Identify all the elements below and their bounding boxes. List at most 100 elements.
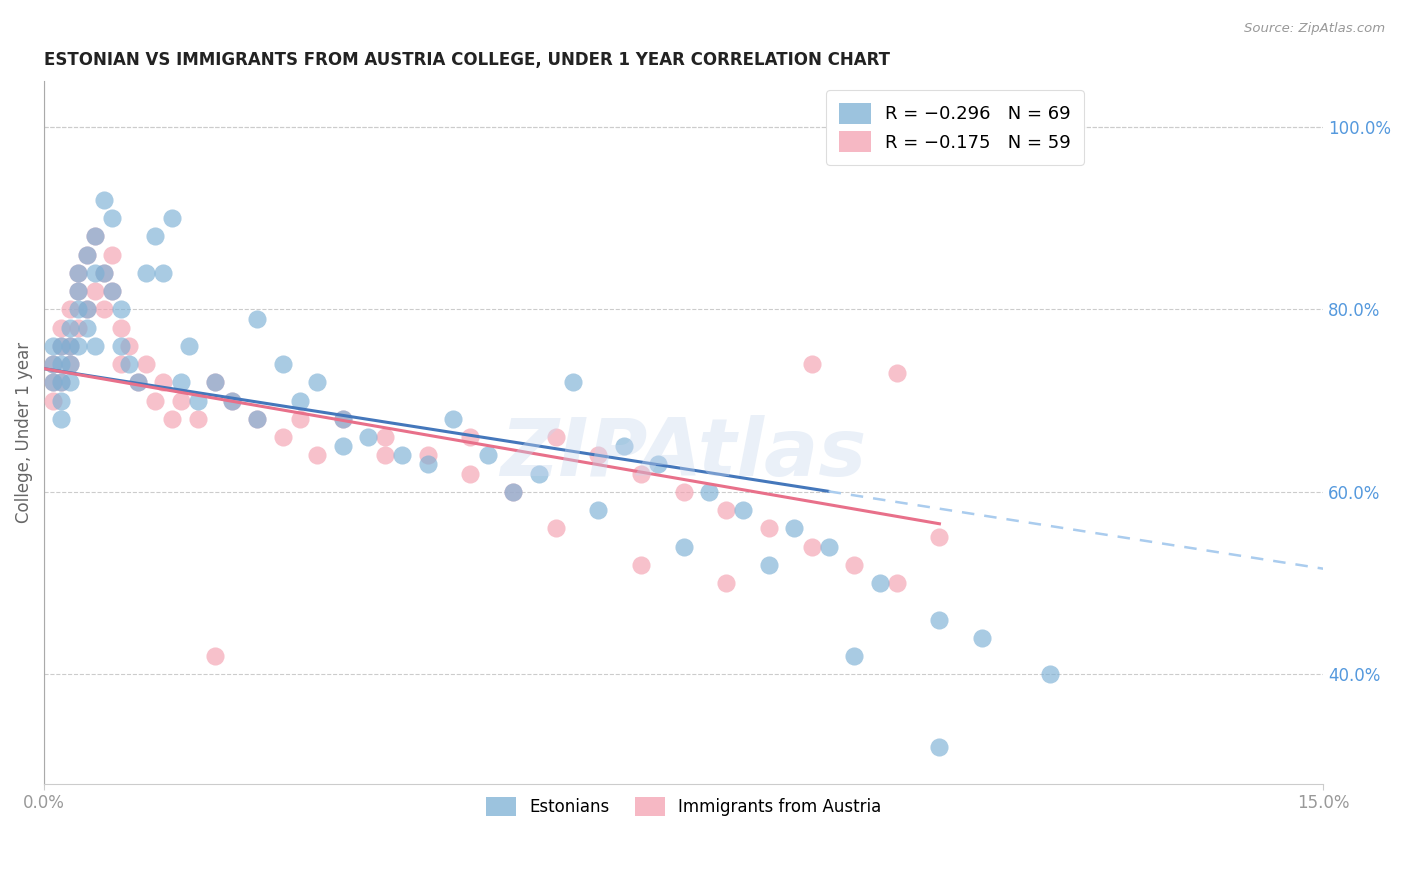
Point (152, 266, 174, 280)
Point (76, 247, 98, 261)
Point (84, 339, 107, 353)
Point (928, 531, 950, 545)
Point (51, 320, 73, 334)
Point (187, 412, 209, 426)
Point (502, 484, 524, 499)
Point (502, 484, 524, 499)
Point (41, 357, 63, 371)
Point (160, 211, 183, 226)
Point (477, 448, 499, 462)
Point (93, 302, 115, 317)
Point (67, 320, 90, 334)
Point (416, 448, 439, 462)
Point (51, 339, 73, 353)
Point (67, 284, 90, 298)
Point (59, 339, 82, 353)
Point (246, 412, 269, 426)
Point (59, 302, 82, 317)
Point (332, 412, 354, 426)
Point (305, 448, 328, 462)
Text: ESTONIAN VS IMMIGRANTS FROM AUSTRIA COLLEGE, UNDER 1 YEAR CORRELATION CHART: ESTONIAN VS IMMIGRANTS FROM AUSTRIA COLL… (44, 51, 890, 69)
Point (160, 412, 183, 426)
Point (613, 439, 636, 453)
Point (716, 503, 738, 517)
Point (716, 576, 738, 591)
Point (135, 357, 157, 371)
Point (101, 211, 124, 226)
Point (733, 503, 755, 517)
Point (288, 412, 311, 426)
Point (697, 484, 720, 499)
Point (67, 284, 90, 298)
Point (67, 302, 90, 317)
Point (59, 357, 82, 371)
Point (886, 576, 908, 591)
Point (51, 376, 73, 390)
Point (844, 648, 866, 663)
Point (271, 430, 294, 444)
Point (288, 393, 311, 408)
Point (305, 376, 328, 390)
Point (1039, 667, 1062, 681)
Point (101, 284, 124, 298)
Point (332, 412, 354, 426)
Point (110, 339, 132, 353)
Point (41, 376, 63, 390)
Point (84, 229, 107, 244)
Point (357, 430, 380, 444)
Text: ZIPAtlas: ZIPAtlas (501, 415, 866, 492)
Point (886, 366, 908, 380)
Point (221, 393, 243, 408)
Point (84, 266, 107, 280)
Point (51, 376, 73, 390)
Point (928, 613, 950, 627)
Point (110, 357, 132, 371)
Point (51, 357, 73, 371)
Point (143, 393, 166, 408)
Point (332, 439, 354, 453)
Point (391, 448, 413, 462)
Point (169, 376, 191, 390)
Point (221, 393, 243, 408)
Point (76, 302, 98, 317)
Point (41, 339, 63, 353)
Point (204, 376, 226, 390)
Point (51, 339, 73, 353)
Point (374, 448, 396, 462)
Point (93, 193, 115, 207)
Point (672, 484, 695, 499)
Point (630, 558, 652, 572)
Point (416, 458, 439, 472)
Point (204, 648, 226, 663)
Point (110, 302, 132, 317)
Point (928, 740, 950, 755)
Point (588, 448, 610, 462)
Point (647, 458, 669, 472)
Point (561, 376, 583, 390)
Point (101, 247, 124, 261)
Point (127, 376, 149, 390)
Point (51, 412, 73, 426)
Point (869, 576, 891, 591)
Point (588, 503, 610, 517)
Legend: Estonians, Immigrants from Austria: Estonians, Immigrants from Austria (478, 789, 890, 824)
Point (67, 266, 90, 280)
Point (118, 357, 141, 371)
Point (246, 311, 269, 326)
Text: Source: ZipAtlas.com: Source: ZipAtlas.com (1244, 22, 1385, 36)
Point (41, 393, 63, 408)
Point (41, 357, 63, 371)
Point (246, 412, 269, 426)
Point (59, 339, 82, 353)
Point (59, 357, 82, 371)
Point (135, 266, 157, 280)
Point (187, 393, 209, 408)
Point (758, 521, 780, 535)
Point (93, 266, 115, 280)
Point (93, 266, 115, 280)
Point (59, 376, 82, 390)
Point (204, 376, 226, 390)
Point (460, 467, 482, 481)
Point (76, 247, 98, 261)
Point (59, 320, 82, 334)
